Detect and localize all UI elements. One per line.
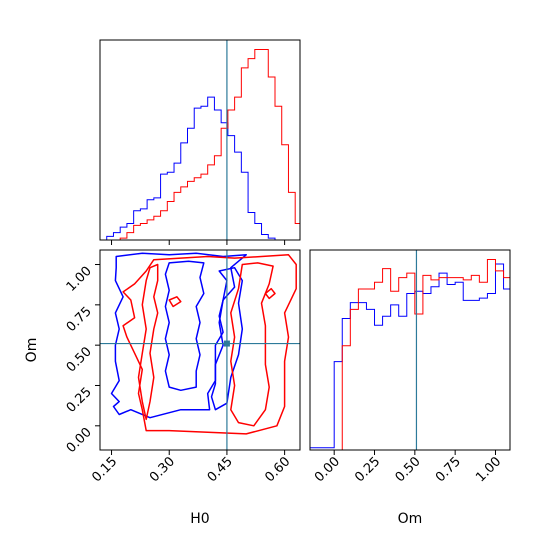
h0-hist-series-0 <box>100 96 300 240</box>
contour-red-island-6 <box>168 296 182 308</box>
contour-frame <box>99 249 301 451</box>
panel-om-histogram <box>309 249 511 451</box>
om-hist-series-1 <box>310 259 510 450</box>
contour-truth-marker <box>223 340 230 347</box>
h0-histogram-frame <box>99 39 301 241</box>
contour-red-island-7 <box>264 287 276 300</box>
contour-red-inner-4 <box>230 262 274 427</box>
contour-blue-contour-2 <box>210 266 244 411</box>
h0-axis-label: H0 <box>190 511 209 527</box>
om-histogram-frame <box>309 249 511 451</box>
h0-hist-series-1 <box>100 49 300 240</box>
panel-h0-om-contour <box>99 249 301 451</box>
contour-red-contour-5 <box>137 263 159 421</box>
contour-blue-inner-1 <box>164 260 205 392</box>
panel-h0-histogram <box>99 39 301 241</box>
om-x-axis-label: Om <box>398 511 423 527</box>
om-axis-label: Om <box>24 338 40 363</box>
